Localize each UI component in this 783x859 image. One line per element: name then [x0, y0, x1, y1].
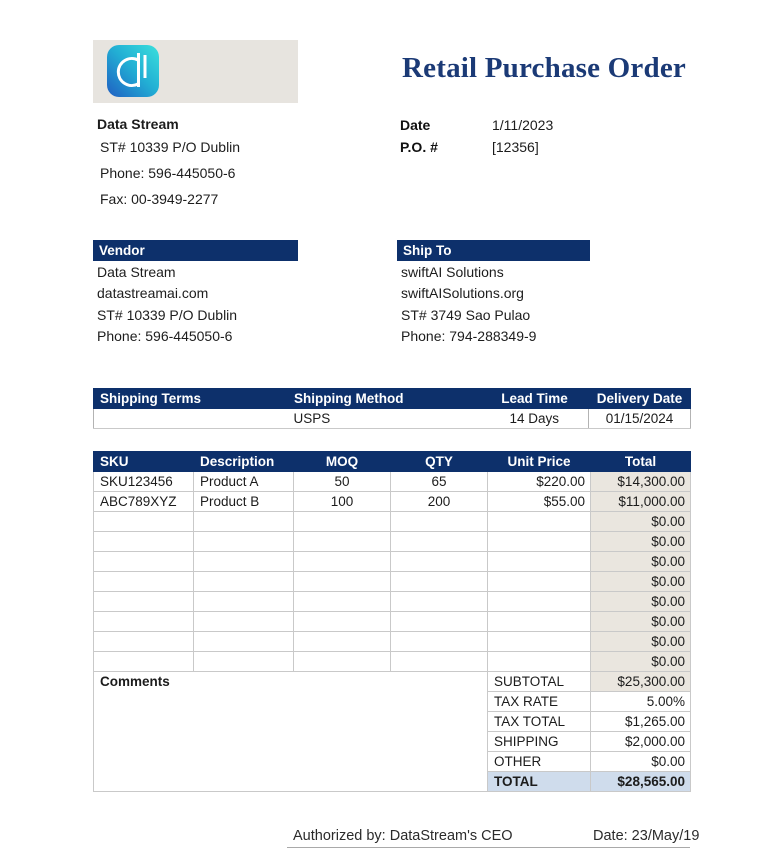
item-qty: 65 [390, 471, 488, 492]
delivery-date-value: 01/15/2024 [588, 408, 691, 429]
item-sku: ABC789XYZ [93, 491, 194, 512]
item-sku: SKU123456 [93, 471, 194, 492]
shipto-website: swiftAISolutions.org [401, 285, 524, 302]
shipto-address: ST# 3749 Sao Pulao [401, 306, 531, 323]
shipping-terms-value [93, 408, 288, 429]
logo-banner [93, 40, 298, 103]
empty-total-cell: $0.00 [590, 531, 691, 552]
tax-rate-label: TAX RATE [487, 691, 591, 712]
shipping-header-row: Shipping Terms Shipping Method Lead Time… [93, 388, 691, 409]
lead-time-value: 14 Days [480, 408, 589, 429]
vendor-name: Data Stream [97, 264, 176, 280]
empty-item-row: $0.00 [93, 531, 691, 552]
empty-item-row: $0.00 [93, 611, 691, 632]
lead-time-header: Lead Time [480, 388, 589, 409]
other-cost-label: OTHER [487, 751, 591, 772]
item-description: Product B [193, 491, 294, 512]
empty-item-row: $0.00 [93, 551, 691, 572]
shipping-method-value: USPS [287, 408, 481, 429]
unit-price-header: Unit Price [487, 451, 591, 472]
summary-row: SHIPPING $2,000.00 [94, 731, 691, 752]
page-title: Retail Purchase Order [402, 52, 686, 84]
subtotal-label: SUBTOTAL [487, 671, 591, 692]
item-row: SKU123456 Product A 50 65 $220.00 $14,30… [93, 471, 691, 492]
shipto-section-header: Ship To [397, 240, 590, 261]
tax-rate-value: 5.00% [590, 691, 691, 712]
order-meta: Date 1/11/2023 P.O. # [12356] [400, 117, 553, 161]
empty-item-row: $0.00 [93, 571, 691, 592]
moq-header: MOQ [293, 451, 391, 472]
qty-header: QTY [390, 451, 488, 472]
tax-total-label: TAX TOTAL [487, 711, 591, 732]
empty-total-cell: $0.00 [590, 571, 691, 592]
item-qty: 200 [390, 491, 488, 512]
empty-item-row: $0.00 [93, 651, 691, 672]
summary-row: TAX TOTAL $1,265.00 [94, 711, 691, 732]
items-table: SKU Description MOQ QTY Unit Price Total… [93, 451, 691, 792]
vendor-phone: Phone: 596-445050-6 [97, 328, 233, 345]
empty-item-row: $0.00 [93, 511, 691, 532]
company-phone: Phone: 596-445050-6 [100, 165, 236, 181]
summary-row: OTHER $0.00 [94, 751, 691, 772]
empty-total-cell: $0.00 [590, 591, 691, 612]
po-number-value: [12356] [492, 139, 539, 155]
item-moq: 100 [293, 491, 391, 512]
empty-total-cell: $0.00 [590, 551, 691, 572]
empty-total-cell: $0.00 [590, 611, 691, 632]
total-header: Total [590, 451, 691, 472]
logo-glyph [116, 53, 147, 87]
signature-line [287, 847, 690, 848]
shipping-method-header: Shipping Method [287, 388, 481, 409]
item-unit-price: $55.00 [487, 491, 591, 512]
company-name: Data Stream [97, 116, 179, 132]
comments-cell: Comments [93, 671, 488, 792]
item-description: Product A [193, 471, 294, 492]
item-unit-price: $220.00 [487, 471, 591, 492]
empty-item-row: $0.00 [93, 631, 691, 652]
grand-total-value: $28,565.00 [590, 771, 691, 792]
date-label: Date [400, 117, 431, 133]
po-number-label: P.O. # [400, 139, 438, 155]
item-total: $11,000.00 [590, 491, 691, 512]
sku-header: SKU [93, 451, 194, 472]
item-row: ABC789XYZ Product B 100 200 $55.00 $11,0… [93, 491, 691, 512]
date-value: 1/11/2023 [492, 117, 554, 133]
shipping-table: Shipping Terms Shipping Method Lead Time… [93, 388, 691, 429]
vendor-website: datastreamai.com [97, 285, 209, 302]
company-address: ST# 10339 P/O Dublin [100, 139, 241, 155]
authorized-by-text: Authorized by: DataStream's CEO [293, 828, 513, 844]
shipping-cost-label: SHIPPING [487, 731, 591, 752]
subtotal-value: $25,300.00 [590, 671, 691, 692]
shipping-terms-header: Shipping Terms [93, 388, 288, 409]
company-fax: Fax: 00-3949-2277 [100, 191, 219, 207]
shipping-value-row: USPS 14 Days 01/15/2024 [93, 408, 691, 429]
grand-total-label: TOTAL [487, 771, 591, 792]
items-header-row: SKU Description MOQ QTY Unit Price Total [93, 451, 691, 472]
summary-row: Comments SUBTOTAL $25,300.00 [93, 671, 691, 792]
company-info: Data Stream ST# 10339 P/O Dublin Phone: … [97, 116, 240, 217]
delivery-date-header: Delivery Date [588, 388, 691, 409]
summary-row: TAX RATE 5.00% [94, 691, 691, 712]
shipto-name: swiftAI Solutions [401, 264, 504, 280]
item-moq: 50 [293, 471, 391, 492]
vendor-address: ST# 10339 P/O Dublin [97, 306, 238, 323]
vendor-section-header: Vendor [93, 240, 298, 261]
shipto-phone: Phone: 794-288349-9 [401, 328, 537, 345]
empty-item-row: $0.00 [93, 591, 691, 612]
empty-total-cell: $0.00 [590, 511, 691, 532]
empty-total-cell: $0.00 [590, 651, 691, 672]
authorization-date-text: Date: 23/May/19 [593, 828, 700, 844]
empty-total-cell: $0.00 [590, 631, 691, 652]
description-header: Description [193, 451, 294, 472]
other-cost-value: $0.00 [590, 751, 691, 772]
shipto-details: swiftAI Solutions swiftAISolutions.org S… [401, 262, 536, 348]
tax-total-value: $1,265.00 [590, 711, 691, 732]
grand-total-row: TOTAL $28,565.00 [94, 771, 691, 792]
item-total: $14,300.00 [590, 471, 691, 492]
data-stream-logo-icon [107, 45, 159, 97]
shipping-cost-value: $2,000.00 [590, 731, 691, 752]
vendor-details: Data Stream datastreamai.com ST# 10339 P… [97, 262, 237, 348]
